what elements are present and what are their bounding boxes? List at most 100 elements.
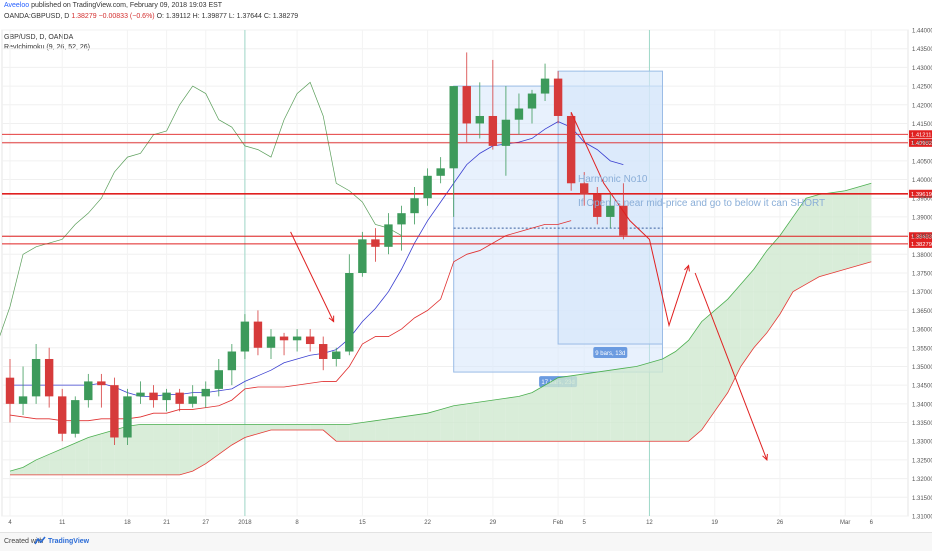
cloud-segment [649, 358, 663, 442]
candle-down [5, 377, 15, 404]
pattern-title: Harmonic No10 [578, 174, 648, 185]
y-tick-label: 1.38000 [912, 253, 932, 259]
cloud-segment [62, 443, 76, 475]
y-tick-label: 1.32500 [912, 458, 932, 464]
x-tick-label: 18 [124, 520, 131, 526]
cloud-segment [297, 424, 311, 431]
range-short-label: 9 bars, 13d [595, 351, 625, 357]
cloud-segment [336, 424, 350, 442]
tradingview-brand[interactable]: TradingView [48, 538, 90, 545]
candles [5, 52, 628, 445]
cloud-segment [88, 433, 102, 475]
cloud-segment [532, 385, 546, 442]
cloud-segment [388, 416, 402, 442]
cloud-segment [675, 340, 689, 442]
y-tick-label: 1.41500 [912, 122, 932, 128]
candle-down [305, 336, 315, 345]
x-tick-label: 26 [777, 520, 784, 526]
cloud-segment [819, 192, 833, 277]
level-price-tag [909, 189, 932, 198]
y-tick-label: 1.42500 [912, 85, 932, 91]
cloud-segment [375, 418, 389, 442]
y-tick-label: 1.33000 [912, 440, 932, 446]
cloud-segment [466, 401, 480, 442]
cloud-segment [244, 424, 258, 438]
x-tick-label: Feb [553, 520, 564, 526]
y-tick-label: 1.43000 [912, 66, 932, 72]
cloud-segment [701, 310, 715, 431]
indicator-legend: RevIchimoku (9, 26, 52, 26) [4, 44, 90, 51]
cloud-segment [10, 467, 24, 475]
x-tick-label: 19 [711, 520, 718, 526]
candle-up [136, 392, 145, 397]
y-tick-label: 1.31000 [912, 515, 932, 521]
x-tick-label: 5 [583, 520, 587, 526]
candle-up [201, 388, 210, 397]
cloud-segment [310, 424, 324, 431]
level-price-label: 1.38279 [911, 242, 932, 248]
range-short-label-box [593, 347, 628, 359]
candle-up [227, 351, 237, 371]
candle-down [488, 115, 498, 146]
x-tick-label: 15 [359, 520, 366, 526]
candle-up [423, 175, 432, 199]
candle-up [240, 321, 250, 352]
y-tick-label: 1.31500 [912, 496, 932, 502]
candle-up [449, 86, 458, 169]
cloud-segment [166, 424, 180, 475]
projection-arrows [290, 112, 768, 461]
author-link[interactable]: Aveeloo [4, 2, 30, 9]
candle-up [84, 381, 93, 401]
chikou-span [0, 81, 402, 337]
y-tick-label: 1.41000 [912, 141, 932, 147]
level-price-tag [909, 130, 932, 139]
candle-up [71, 400, 80, 434]
cloud-segment [545, 377, 559, 442]
candle-up [345, 273, 354, 352]
candle-up [384, 224, 393, 247]
senkou-span-a [9, 182, 872, 472]
candle-down [553, 78, 563, 116]
cloud-segment [610, 368, 624, 442]
candle-up [358, 239, 367, 273]
cloud-segment [597, 370, 611, 442]
x-tick-label: 6 [870, 520, 874, 526]
cloud-segment [623, 366, 637, 442]
cloud-segment [49, 448, 63, 475]
cloud-segment [179, 424, 193, 475]
cloud-segment [766, 235, 780, 333]
projection-arrow [290, 231, 335, 322]
cloud-segment [284, 424, 298, 431]
x-tick-label: 27 [202, 520, 209, 526]
candle-down [175, 392, 184, 404]
price-axis[interactable]: 1.44000 1.43500 1.43000 1.42500 1.42000 1.415… [912, 29, 932, 521]
cloud-segment [518, 392, 532, 442]
cloud-segment [584, 372, 598, 442]
tradingview-logo-icon [34, 536, 46, 545]
cloud-segment [714, 299, 728, 412]
level-price-tag [909, 138, 932, 147]
publish-line: Aveeloo published on TradingView.com, Fe… [4, 2, 222, 9]
cloud-segment [192, 424, 206, 472]
cloud-segment [323, 424, 337, 442]
x-tick-label: 22 [424, 520, 431, 526]
time-axis[interactable]: 4 11 18 21 27 2018 8 15 22 29 Feb 5 12 19 26 Mar 6 [8, 520, 873, 526]
cloud-segment [101, 430, 115, 475]
candle-up [436, 168, 445, 176]
candle-down [97, 381, 106, 386]
cloud-segment [727, 284, 741, 393]
cloud-segment [558, 375, 572, 442]
arrow-head [762, 453, 768, 461]
candle-up [123, 396, 132, 438]
cloud-segment [153, 424, 167, 475]
y-tick-label: 1.34000 [912, 402, 932, 408]
cloud-segment [114, 426, 128, 475]
published-text: published on TradingView.com, February 0… [31, 2, 223, 9]
cloud-segment [36, 454, 50, 475]
arrow-head [684, 264, 690, 272]
arrow-head [328, 315, 335, 323]
chart-annotations: Harmonic No10 If Open is near mid-price … [578, 174, 825, 209]
candle-up [397, 213, 406, 225]
cloud-segment [453, 403, 467, 442]
